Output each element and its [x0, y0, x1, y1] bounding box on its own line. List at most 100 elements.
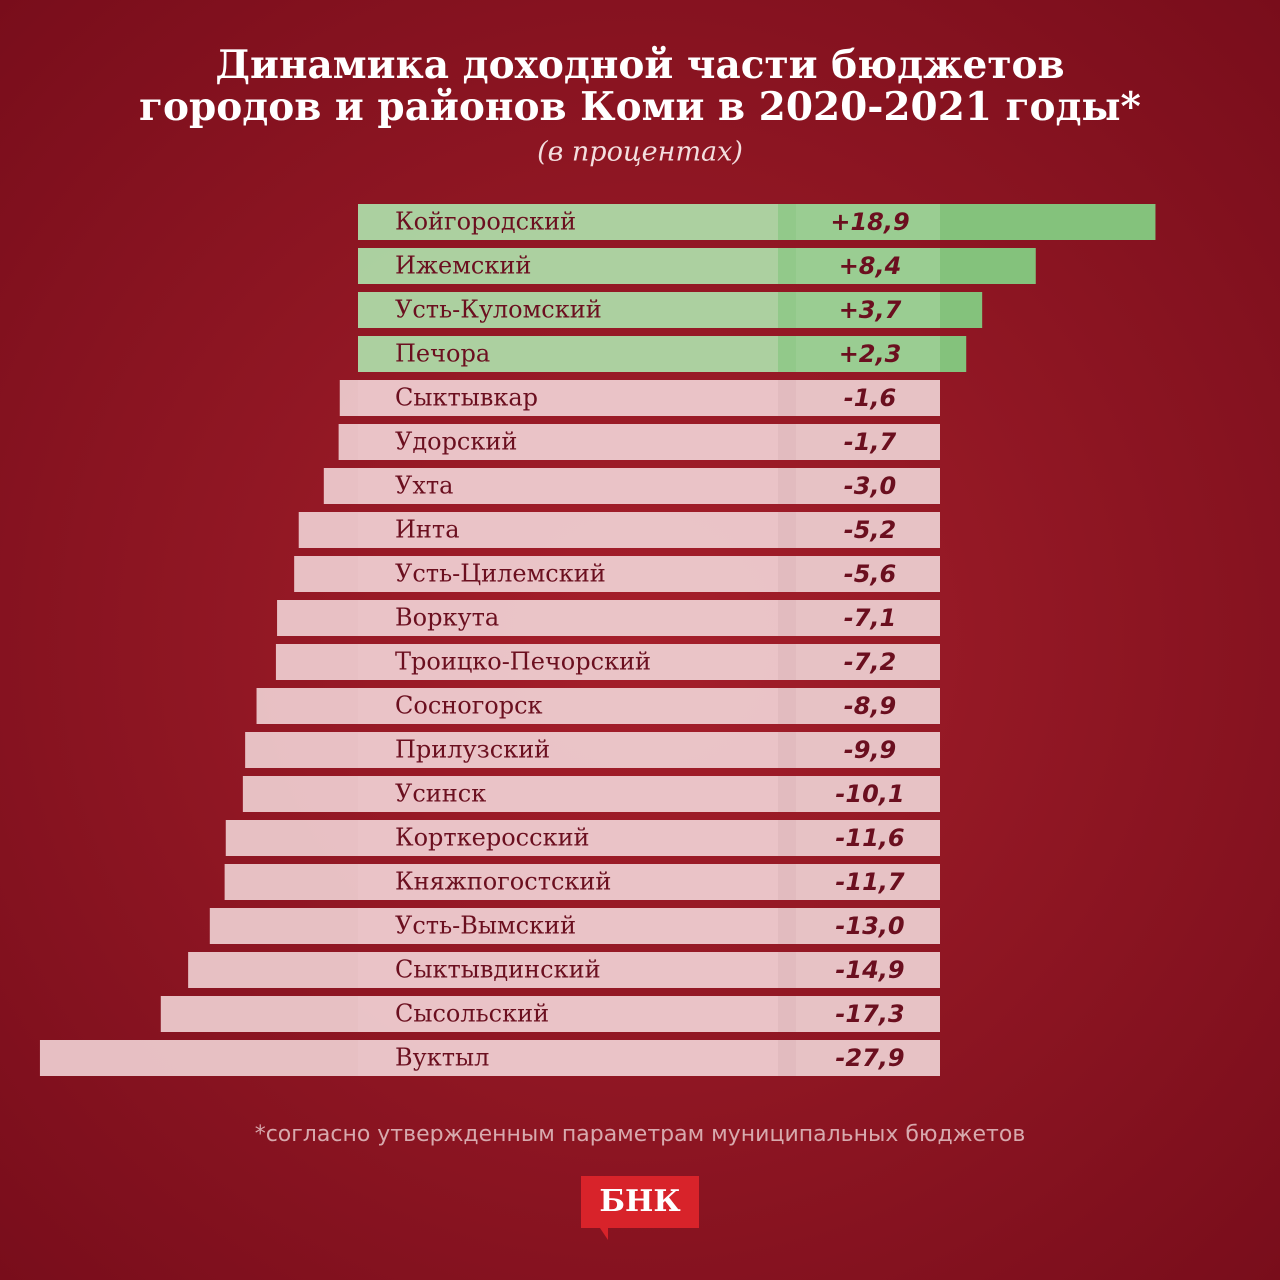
bar: [338, 424, 358, 460]
value-label: -5,6: [844, 560, 896, 588]
value-label: +8,4: [839, 252, 902, 280]
value-label: -1,7: [844, 428, 897, 456]
value-cell: [778, 204, 940, 240]
value-label: +3,7: [839, 296, 902, 324]
value-cell: [778, 952, 940, 988]
category-label: Сыктывкар: [395, 384, 538, 412]
value-divider: [778, 600, 796, 636]
value-divider: [778, 952, 796, 988]
value-cell: [778, 600, 940, 636]
logo: БНК: [599, 1184, 680, 1219]
value-divider: [778, 1040, 796, 1076]
category-label: Усть-Вымский: [395, 912, 576, 940]
category-label: Сосногорск: [395, 692, 543, 720]
value-divider: [778, 732, 796, 768]
bar: [39, 1040, 358, 1076]
category-label: Инта: [395, 516, 460, 544]
bar: [275, 644, 358, 680]
value-divider: [778, 336, 796, 372]
value-label: -10,1: [835, 780, 904, 808]
value-label: +2,3: [839, 340, 902, 368]
value-divider: [778, 468, 796, 504]
chart-title: городов и районов Коми в 2020-2021 годы*: [139, 84, 1141, 130]
value-divider: [778, 380, 796, 416]
bar: [277, 600, 358, 636]
value-cell: [778, 248, 940, 284]
value-label: +18,9: [830, 208, 909, 236]
category-label: Корткеросский: [395, 824, 590, 852]
value-cell: [778, 512, 940, 548]
value-label: -1,6: [844, 384, 896, 412]
bar: [940, 248, 1036, 284]
value-divider: [778, 248, 796, 284]
value-cell: [778, 820, 940, 856]
value-divider: [778, 556, 796, 592]
value-label: -7,1: [844, 604, 896, 632]
value-cell: [778, 468, 940, 504]
value-divider: [778, 688, 796, 724]
logo-box: [581, 1176, 699, 1228]
value-cell: [778, 996, 940, 1032]
bar: [225, 820, 358, 856]
value-label: -9,9: [844, 736, 896, 764]
value-divider: [778, 204, 796, 240]
value-label: -11,6: [835, 824, 904, 852]
bar: [245, 732, 358, 768]
value-label: -14,9: [835, 956, 904, 984]
category-label: Прилузский: [395, 736, 550, 764]
category-label: Ижемский: [395, 252, 531, 280]
bar: [339, 380, 358, 416]
bar: [940, 204, 1156, 240]
value-divider: [778, 644, 796, 680]
value-divider: [778, 512, 796, 548]
category-label: Печора: [395, 340, 490, 368]
bar: [294, 556, 358, 592]
category-label: Усинск: [395, 780, 486, 808]
value-divider: [778, 776, 796, 812]
value-cell: [778, 336, 940, 372]
value-label: -13,0: [835, 912, 904, 940]
value-label: -8,9: [844, 692, 896, 720]
bar: [209, 908, 358, 944]
value-cell: [778, 732, 940, 768]
value-cell: [778, 644, 940, 680]
category-label: Воркута: [395, 604, 499, 632]
bar: [224, 864, 358, 900]
category-label: Ухта: [395, 472, 453, 500]
bar: [160, 996, 358, 1032]
value-cell: [778, 864, 940, 900]
value-divider: [778, 292, 796, 328]
bar: [188, 952, 358, 988]
bar: [256, 688, 358, 724]
value-divider: [778, 820, 796, 856]
value-cell: [778, 1040, 940, 1076]
value-label: -17,3: [835, 1000, 904, 1028]
value-divider: [778, 996, 796, 1032]
value-cell: [778, 556, 940, 592]
chart-subtitle: (в процентах): [537, 137, 743, 168]
category-label: Княжпогостский: [395, 868, 611, 896]
chart-title: Динамика доходной части бюджетов: [215, 42, 1064, 88]
category-label: Вуктыл: [395, 1044, 489, 1072]
bars: Койгородский +18,9 Ижемский +8,4 Усть-Куломс…: [39, 204, 1156, 1076]
bar: [940, 292, 983, 328]
value-label: -11,7: [835, 868, 904, 896]
category-label: Троицко-Печорский: [395, 648, 651, 676]
value-divider: [778, 908, 796, 944]
bar: [298, 512, 358, 548]
bar: [940, 336, 967, 372]
bar: [323, 468, 358, 504]
value-cell: [778, 424, 940, 460]
value-label: -27,9: [835, 1044, 904, 1072]
value-divider: [778, 864, 796, 900]
logo-tail: [600, 1228, 608, 1240]
category-label: Сыктывдинский: [395, 956, 601, 984]
value-cell: [778, 776, 940, 812]
value-cell: [778, 380, 940, 416]
value-label: -5,2: [844, 516, 896, 544]
category-label: Койгородский: [395, 208, 576, 236]
value-label: -3,0: [844, 472, 896, 500]
bar: [242, 776, 358, 812]
